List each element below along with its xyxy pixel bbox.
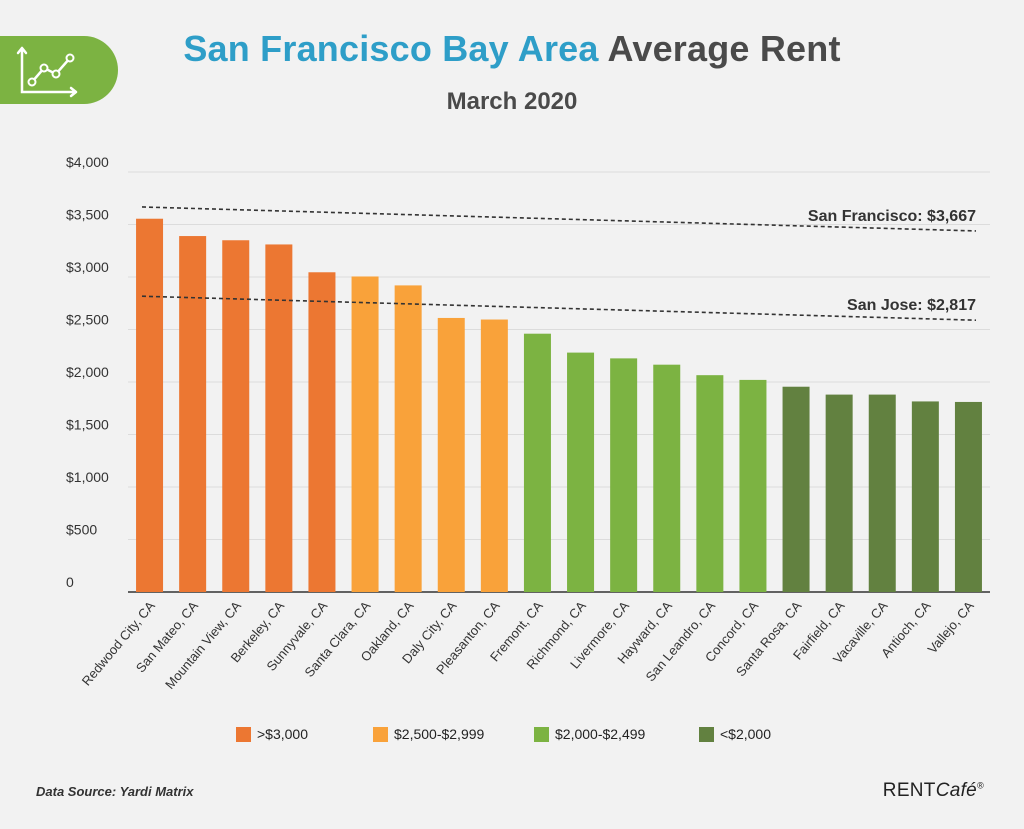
bar xyxy=(179,236,207,593)
chart-legend: >$3,000 $2,500-$2,999 $2,000-$2,499 <$2,000 xyxy=(236,726,836,750)
bar xyxy=(480,319,508,592)
data-source: Data Source: Yardi Matrix xyxy=(36,784,194,799)
bar xyxy=(351,276,379,592)
y-tick-label: $4,000 xyxy=(66,154,109,170)
san-francisco-reference-label: San Francisco: $3,667 xyxy=(808,208,976,225)
chart-title: San Francisco Bay Area Average Rent xyxy=(0,28,1024,70)
y-tick-label: $2,500 xyxy=(66,312,109,328)
y-tick-label: $1,500 xyxy=(66,417,109,433)
bar xyxy=(523,333,551,592)
bar xyxy=(911,401,939,592)
brand-mark: ® xyxy=(977,780,984,791)
bar xyxy=(653,364,681,592)
legend-label: $2,500-$2,999 xyxy=(394,726,485,742)
legend-item: $2,500-$2,999 xyxy=(373,726,484,742)
legend-swatch xyxy=(373,726,388,742)
reference-line xyxy=(141,206,977,232)
legend-label: $2,000-$2,499 xyxy=(555,726,646,742)
legend-item: <$2,000 xyxy=(699,726,771,742)
y-tick-label: $3,000 xyxy=(66,259,109,275)
san-jose-reference-label: San Jose: $2,817 xyxy=(847,297,976,314)
bar xyxy=(868,394,896,592)
x-tick-label: Vallejo, CA xyxy=(925,598,977,656)
legend-swatch xyxy=(699,726,714,742)
legend-item: >$3,000 xyxy=(236,726,308,742)
bar xyxy=(222,240,250,592)
legend-label: <$2,000 xyxy=(720,726,771,742)
legend-label: >$3,000 xyxy=(257,726,308,742)
reference-line xyxy=(141,295,977,322)
chart-subtitle: March 2020 xyxy=(446,88,578,115)
brand-italic: Café xyxy=(935,780,978,801)
bar xyxy=(696,375,724,592)
bar xyxy=(308,272,336,592)
brand-main: RENT xyxy=(882,780,936,801)
legend-item: $2,000-$2,499 xyxy=(534,726,645,742)
y-tick-label: $1,000 xyxy=(66,469,109,485)
bar xyxy=(394,285,422,592)
y-tick-label: $2,000 xyxy=(66,364,109,380)
chart-title-rest: Average Rent xyxy=(607,28,841,69)
bar xyxy=(610,358,638,592)
bar xyxy=(265,244,293,592)
chart-title-highlight: San Francisco Bay Area xyxy=(183,28,599,69)
bar xyxy=(136,218,164,592)
bar xyxy=(782,386,810,592)
x-tick-label: Mountain View, CA xyxy=(162,598,244,692)
bar xyxy=(437,317,465,592)
legend-swatch xyxy=(236,726,251,742)
rentcafe-logo: RENTCafé® xyxy=(883,780,984,802)
x-tick-label: Redwood City, CA xyxy=(79,598,158,689)
y-tick-label: $500 xyxy=(66,522,97,538)
legend-swatch xyxy=(534,726,549,742)
bar xyxy=(954,401,982,592)
y-tick-label: 0 xyxy=(66,574,74,590)
chart-badge-icon xyxy=(0,36,118,104)
y-tick-label: $3,500 xyxy=(66,207,109,223)
bar xyxy=(739,379,767,592)
bar xyxy=(567,352,595,592)
bar-chart: 0 $500 $1,000 $1,500 $2,000 $2,500 $3,000 $3,50… xyxy=(66,154,990,692)
bar xyxy=(825,394,853,592)
